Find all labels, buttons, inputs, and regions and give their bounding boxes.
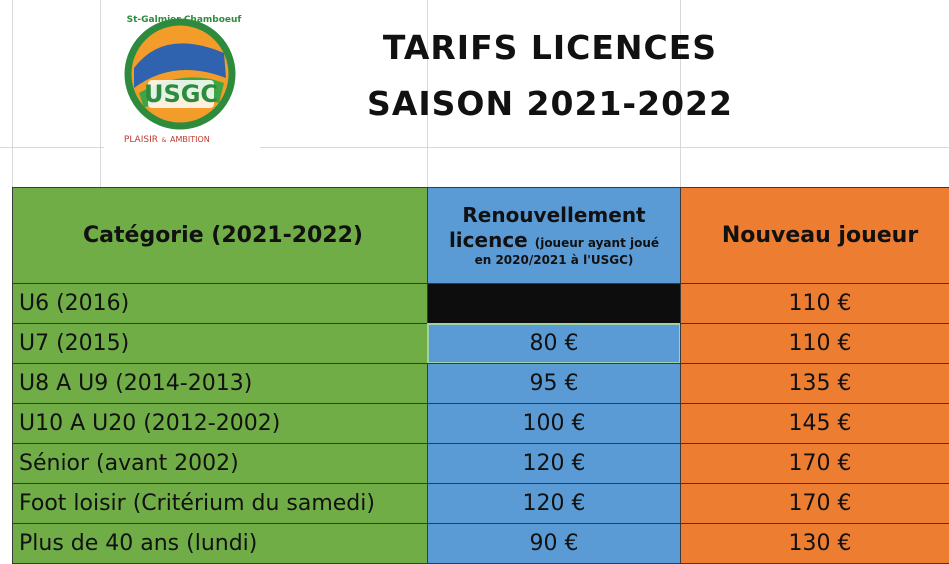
title: TARIFS LICENCES: [382, 28, 718, 67]
logo-motto: PLAISIR: [124, 135, 158, 145]
table-cell[interactable]: 95 €: [427, 363, 681, 404]
cell-text: 120 €: [522, 491, 586, 516]
table-cell[interactable]: 110 €: [680, 323, 949, 364]
logo: USGC St-Galmier Chamboeuf PLAISIR & AMBI…: [104, 8, 260, 150]
title: SAISON 2021-2022: [367, 84, 733, 123]
cell-text: U10 A U20 (2012-2002): [19, 411, 281, 436]
cell-text: 170 €: [788, 491, 852, 516]
table-cell[interactable]: 170 €: [680, 443, 949, 484]
grid-line: [680, 0, 681, 187]
logo-motto: AMBITION: [170, 135, 210, 144]
cell-text: 130 €: [788, 531, 852, 556]
grid-line: [12, 0, 13, 187]
header-line: licence (joueur ayant joué: [449, 228, 659, 253]
cell-text: Sénior (avant 2002): [19, 451, 239, 476]
cell-text: 100 €: [522, 411, 586, 436]
grid-line: [427, 0, 428, 187]
header-note: (joueur ayant joué: [534, 236, 660, 250]
table-cell[interactable]: 100 €: [427, 403, 681, 444]
table-cell[interactable]: Foot loisir (Critérium du samedi): [12, 483, 428, 524]
logo-initials: USGC: [144, 80, 218, 108]
table-cell[interactable]: 90 €: [427, 523, 681, 564]
cell-text: 110 €: [788, 291, 852, 316]
cell-text: U8 A U9 (2014-2013): [19, 371, 253, 396]
header-text: Catégorie (2021-2022): [83, 223, 363, 248]
grid-line: [0, 147, 949, 148]
cell-text: 110 €: [788, 331, 852, 356]
cell-text: 90 €: [529, 531, 579, 556]
cell-text: 120 €: [522, 451, 586, 476]
table-cell[interactable]: 80 €: [427, 323, 681, 364]
cell-text: U6 (2016): [19, 291, 130, 316]
header-cell: Catégorie (2021-2022): [12, 187, 428, 284]
table-cell[interactable]: U8 A U9 (2014-2013): [12, 363, 428, 404]
table-cell[interactable]: U6 (2016): [12, 283, 428, 324]
table-cell[interactable]: U7 (2015): [12, 323, 428, 364]
header-text: Renouvellement: [462, 203, 646, 227]
table-cell[interactable]: 120 €: [427, 443, 681, 484]
table-cell[interactable]: Sénior (avant 2002): [12, 443, 428, 484]
cell-text: U7 (2015): [19, 331, 130, 356]
logo-motto: &: [162, 137, 167, 144]
table-cell[interactable]: [427, 283, 681, 324]
cell-text: 145 €: [788, 411, 852, 436]
header-cell: Nouveau joueur: [680, 187, 949, 284]
header-text: licence: [448, 228, 528, 252]
cell-text: Plus de 40 ans (lundi): [19, 531, 258, 556]
cell-text: 80 €: [529, 331, 579, 356]
grid-line: [100, 0, 101, 187]
table-cell[interactable]: 110 €: [680, 283, 949, 324]
cell-text: 95 €: [529, 371, 579, 396]
logo-arc-text: St-Galmier Chamboeuf: [127, 15, 242, 25]
table-cell[interactable]: U10 A U20 (2012-2002): [12, 403, 428, 444]
cell-text: 170 €: [788, 451, 852, 476]
table-cell[interactable]: Plus de 40 ans (lundi): [12, 523, 428, 564]
cell-text: Foot loisir (Critérium du samedi): [19, 491, 375, 516]
header-cell: Renouvellement licence (joueur ayant jou…: [427, 187, 681, 284]
header-text: Nouveau joueur: [721, 223, 919, 248]
table-cell[interactable]: 120 €: [427, 483, 681, 524]
logo-swoosh: [134, 43, 226, 88]
table-cell[interactable]: 130 €: [680, 523, 949, 564]
table-cell[interactable]: 170 €: [680, 483, 949, 524]
header-note: en 2020/2021 à l'USGC): [474, 253, 634, 267]
cell-text: 135 €: [788, 371, 852, 396]
table-cell[interactable]: 145 €: [680, 403, 949, 444]
table-cell[interactable]: 135 €: [680, 363, 949, 404]
logo-plate: [148, 80, 214, 108]
